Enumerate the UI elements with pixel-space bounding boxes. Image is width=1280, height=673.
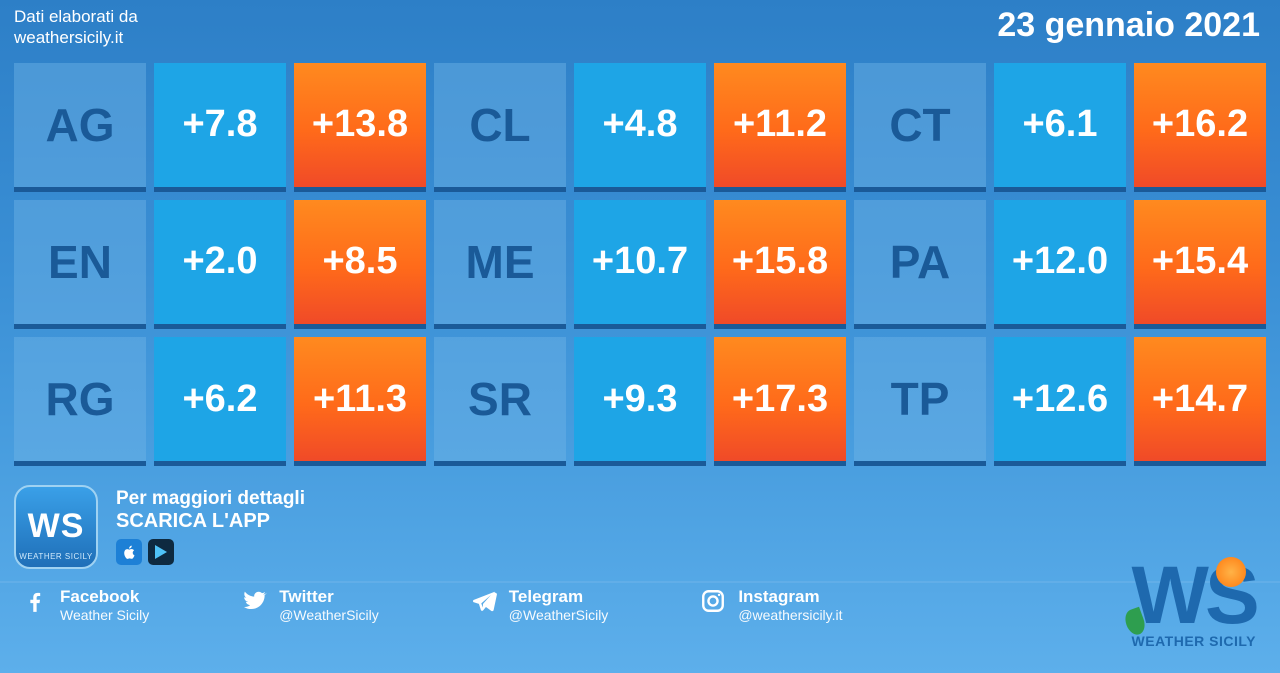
province-high-temp: +8.5 <box>294 200 426 329</box>
facebook-icon <box>20 588 50 621</box>
province-code: SR <box>434 337 566 466</box>
province-high-temp: +16.2 <box>1134 63 1266 192</box>
credit-label: Dati elaborati da <box>14 6 138 27</box>
app-icon-subtext: WEATHER SICILY <box>19 552 92 561</box>
sun-icon <box>1216 557 1246 587</box>
province-low-temp: +7.8 <box>154 63 286 192</box>
app-line1: Per maggiori dettagli <box>116 488 305 510</box>
brand-logo: WS WEATHER SICILY <box>1132 549 1256 649</box>
province-high-temp: +15.4 <box>1134 200 1266 329</box>
temperature-grid: AG+7.8+13.8CL+4.8+11.2CT+6.1+16.2EN+2.0+… <box>0 55 1280 475</box>
province-low-temp: +12.6 <box>994 337 1126 466</box>
province-code: CL <box>434 63 566 192</box>
credit-block: Dati elaborati da weathersicily.it <box>14 6 138 49</box>
telegram-icon <box>469 588 499 621</box>
instagram-name: Instagram <box>738 587 842 607</box>
facebook-handle: Weather Sicily <box>60 607 149 623</box>
store-icons <box>116 539 305 565</box>
province-low-temp: +2.0 <box>154 200 286 329</box>
instagram-handle: @weathersicily.it <box>738 607 842 623</box>
telegram-name: Telegram <box>509 587 609 607</box>
twitter-name: Twitter <box>279 587 379 607</box>
province-low-temp: +6.1 <box>994 63 1126 192</box>
province-code: CT <box>854 63 986 192</box>
province-low-temp: +10.7 <box>574 200 706 329</box>
province-low-temp: +4.8 <box>574 63 706 192</box>
province-code: PA <box>854 200 986 329</box>
brand-logo-text: WS <box>1132 549 1256 643</box>
province-high-temp: +15.8 <box>714 200 846 329</box>
app-line2: SCARICA L'APP <box>116 510 305 533</box>
province-low-temp: +9.3 <box>574 337 706 466</box>
province-high-temp: +13.8 <box>294 63 426 192</box>
province-code: TP <box>854 337 986 466</box>
header: Dati elaborati da weathersicily.it 23 ge… <box>0 0 1280 55</box>
facebook-name: Facebook <box>60 587 149 607</box>
header-date: 23 gennaio 2021 <box>997 6 1260 45</box>
appstore-icon <box>116 539 142 565</box>
social-instagram: Instagram @weathersicily.it <box>698 587 842 623</box>
app-promo-row: WS WEATHER SICILY Per maggiori dettagli … <box>0 475 1280 579</box>
app-icon-text: WS <box>28 507 85 546</box>
twitter-icon <box>239 587 269 622</box>
twitter-handle: @WeatherSicily <box>279 607 379 623</box>
province-high-temp: +17.3 <box>714 337 846 466</box>
social-twitter: Twitter @WeatherSicily <box>239 587 379 623</box>
province-code: ME <box>434 200 566 329</box>
credit-source: weathersicily.it <box>14 27 138 48</box>
province-low-temp: +12.0 <box>994 200 1126 329</box>
social-telegram: Telegram @WeatherSicily <box>469 587 609 623</box>
province-code: EN <box>14 200 146 329</box>
province-high-temp: +11.2 <box>714 63 846 192</box>
province-high-temp: +14.7 <box>1134 337 1266 466</box>
app-text: Per maggiori dettagli SCARICA L'APP <box>116 488 305 565</box>
province-code: AG <box>14 63 146 192</box>
telegram-handle: @WeatherSicily <box>509 607 609 623</box>
app-icon: WS WEATHER SICILY <box>14 485 98 569</box>
province-high-temp: +11.3 <box>294 337 426 466</box>
social-facebook: Facebook Weather Sicily <box>20 587 149 623</box>
playstore-icon <box>148 539 174 565</box>
province-code: RG <box>14 337 146 466</box>
province-low-temp: +6.2 <box>154 337 286 466</box>
social-row: Facebook Weather Sicily Twitter @Weather… <box>0 581 1280 627</box>
instagram-icon <box>698 588 728 621</box>
